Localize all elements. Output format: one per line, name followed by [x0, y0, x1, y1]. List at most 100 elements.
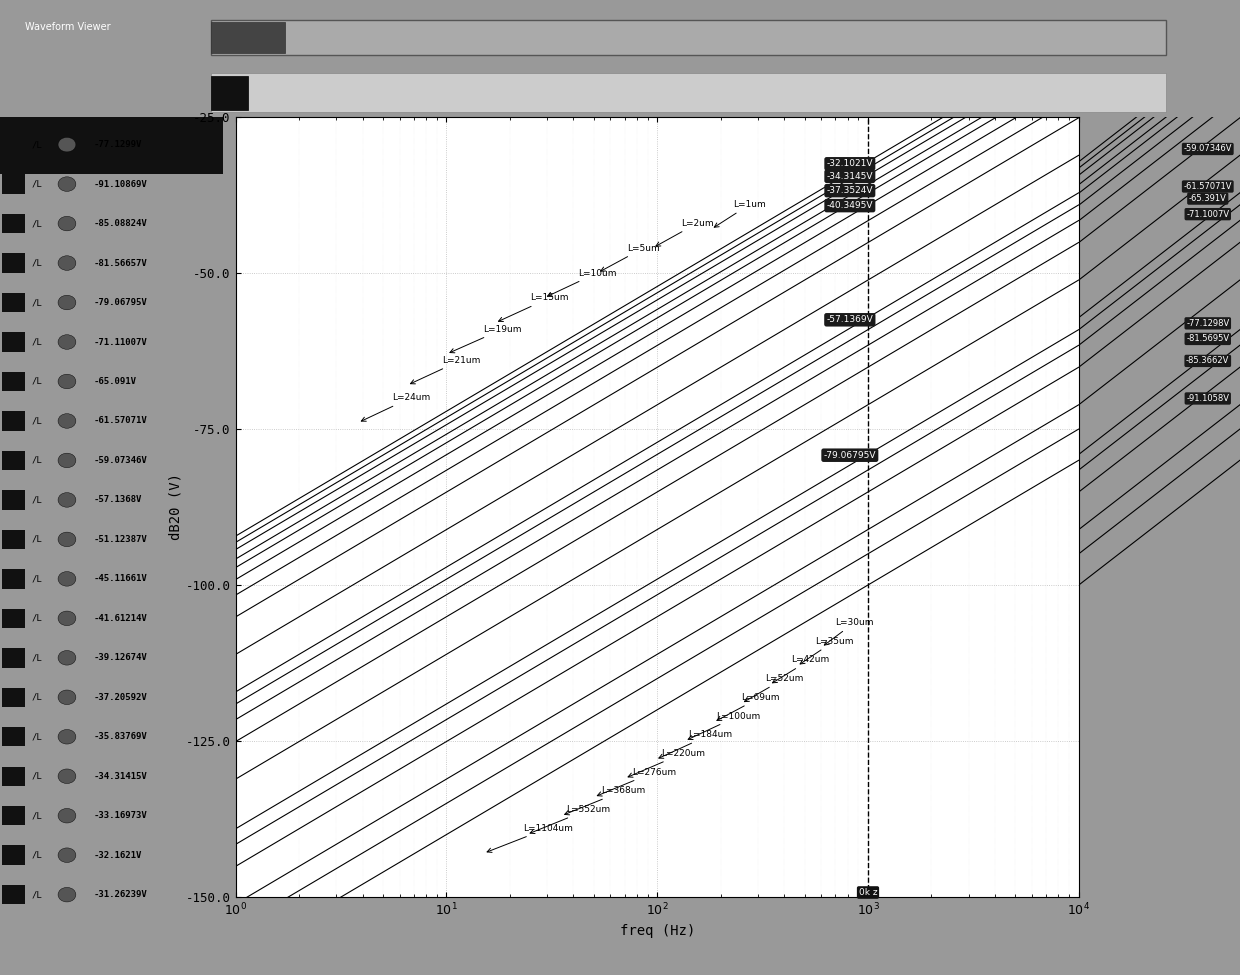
- Text: -81.5695V: -81.5695V: [1187, 334, 1229, 343]
- Ellipse shape: [58, 887, 76, 902]
- Text: -32.1021V: -32.1021V: [827, 159, 873, 169]
- Text: -57.1368V: -57.1368V: [94, 495, 143, 504]
- Bar: [2, 371, 25, 391]
- Text: L=10um: L=10um: [547, 268, 616, 296]
- Ellipse shape: [58, 295, 76, 310]
- Text: L=21um: L=21um: [410, 356, 480, 384]
- Text: L=52um: L=52um: [744, 674, 804, 702]
- Text: -32.1621V: -32.1621V: [94, 851, 143, 860]
- Ellipse shape: [58, 848, 76, 863]
- Text: L=1104um: L=1104um: [487, 824, 573, 852]
- Text: L=184um: L=184um: [658, 730, 732, 759]
- Bar: [2, 135, 25, 154]
- Bar: [2, 569, 25, 589]
- Ellipse shape: [58, 413, 76, 428]
- Text: /L: /L: [31, 377, 42, 386]
- Text: -65.091V: -65.091V: [94, 377, 136, 386]
- Text: -71.11007V: -71.11007V: [94, 337, 148, 346]
- Ellipse shape: [58, 137, 76, 152]
- X-axis label: freq (Hz): freq (Hz): [620, 924, 694, 938]
- Y-axis label: dB20 (V): dB20 (V): [169, 474, 184, 540]
- Text: -79.06795V: -79.06795V: [94, 298, 148, 307]
- Text: L=19um: L=19um: [450, 325, 522, 353]
- Text: -34.3145V: -34.3145V: [827, 172, 873, 180]
- Bar: [2, 806, 25, 826]
- Text: L=100um: L=100um: [688, 712, 760, 739]
- Text: L=69um: L=69um: [717, 693, 780, 721]
- Text: -31.26239V: -31.26239V: [94, 890, 148, 899]
- Ellipse shape: [58, 453, 76, 468]
- Text: /L: /L: [31, 179, 42, 188]
- Bar: [2, 529, 25, 549]
- Bar: [211, 73, 1166, 112]
- Text: -59.07346V: -59.07346V: [1183, 144, 1233, 153]
- Text: L=24um: L=24um: [361, 393, 430, 421]
- Text: -45.11661V: -45.11661V: [94, 574, 148, 583]
- Text: -77.1298V: -77.1298V: [1187, 319, 1229, 328]
- Text: /L: /L: [31, 140, 42, 149]
- Text: L=220um: L=220um: [629, 749, 704, 777]
- Bar: [2, 292, 25, 312]
- Ellipse shape: [58, 492, 76, 507]
- Text: L=15um: L=15um: [498, 293, 569, 322]
- Text: -41.61214V: -41.61214V: [94, 614, 148, 623]
- Text: -35.83769V: -35.83769V: [94, 732, 148, 741]
- Bar: [2, 766, 25, 786]
- Text: -61.57071V: -61.57071V: [94, 416, 148, 425]
- Text: /L: /L: [31, 851, 42, 860]
- Ellipse shape: [58, 216, 76, 231]
- Text: /L: /L: [31, 219, 42, 228]
- Text: L=30um: L=30um: [825, 618, 874, 645]
- Text: -37.20592V: -37.20592V: [94, 693, 148, 702]
- Text: -59.07346V: -59.07346V: [94, 456, 148, 465]
- Bar: [2, 845, 25, 865]
- Text: L=552um: L=552um: [531, 805, 610, 834]
- Text: L=42um: L=42um: [773, 655, 830, 682]
- Text: -34.31415V: -34.31415V: [94, 772, 148, 781]
- Bar: [2, 648, 25, 668]
- Text: -79.06795V: -79.06795V: [823, 450, 877, 459]
- Text: -57.1369V: -57.1369V: [826, 315, 873, 325]
- Ellipse shape: [58, 808, 76, 823]
- Text: 0k z: 0k z: [858, 888, 878, 897]
- Text: -91.10869V: -91.10869V: [94, 179, 148, 188]
- Ellipse shape: [58, 532, 76, 547]
- Text: -91.1058V: -91.1058V: [1187, 394, 1229, 403]
- Text: -77.1299V: -77.1299V: [94, 140, 143, 149]
- Text: -40.3495V: -40.3495V: [827, 201, 873, 210]
- Ellipse shape: [58, 690, 76, 705]
- Text: /L: /L: [31, 693, 42, 702]
- Bar: [0, 117, 223, 174]
- Bar: [2, 214, 25, 233]
- Bar: [2, 885, 25, 905]
- Text: /L: /L: [31, 811, 42, 820]
- Bar: [2, 332, 25, 352]
- Bar: [2, 490, 25, 510]
- Ellipse shape: [58, 650, 76, 665]
- Bar: [2, 175, 25, 194]
- Text: /L: /L: [31, 298, 42, 307]
- Text: L=276um: L=276um: [598, 767, 676, 796]
- Text: /L: /L: [31, 772, 42, 781]
- Text: L=35um: L=35um: [800, 637, 853, 664]
- Ellipse shape: [58, 255, 76, 270]
- Ellipse shape: [58, 729, 76, 744]
- Text: -51.12387V: -51.12387V: [94, 535, 148, 544]
- Text: L=5um: L=5um: [600, 244, 660, 271]
- Bar: [211, 21, 285, 54]
- Text: /L: /L: [31, 416, 42, 425]
- Text: L=368um: L=368um: [564, 787, 645, 815]
- Bar: [2, 608, 25, 628]
- Text: /L: /L: [31, 337, 42, 346]
- Text: /L: /L: [31, 495, 42, 504]
- Bar: [2, 450, 25, 470]
- Text: /L: /L: [31, 890, 42, 899]
- Text: -65.391V: -65.391V: [1189, 194, 1226, 203]
- Text: -37.3524V: -37.3524V: [827, 186, 873, 195]
- Text: /L: /L: [31, 614, 42, 623]
- Text: L=2um: L=2um: [656, 218, 714, 246]
- Text: -71.1007V: -71.1007V: [1187, 210, 1229, 218]
- Bar: [2, 687, 25, 707]
- Text: /L: /L: [31, 732, 42, 741]
- Ellipse shape: [58, 571, 76, 586]
